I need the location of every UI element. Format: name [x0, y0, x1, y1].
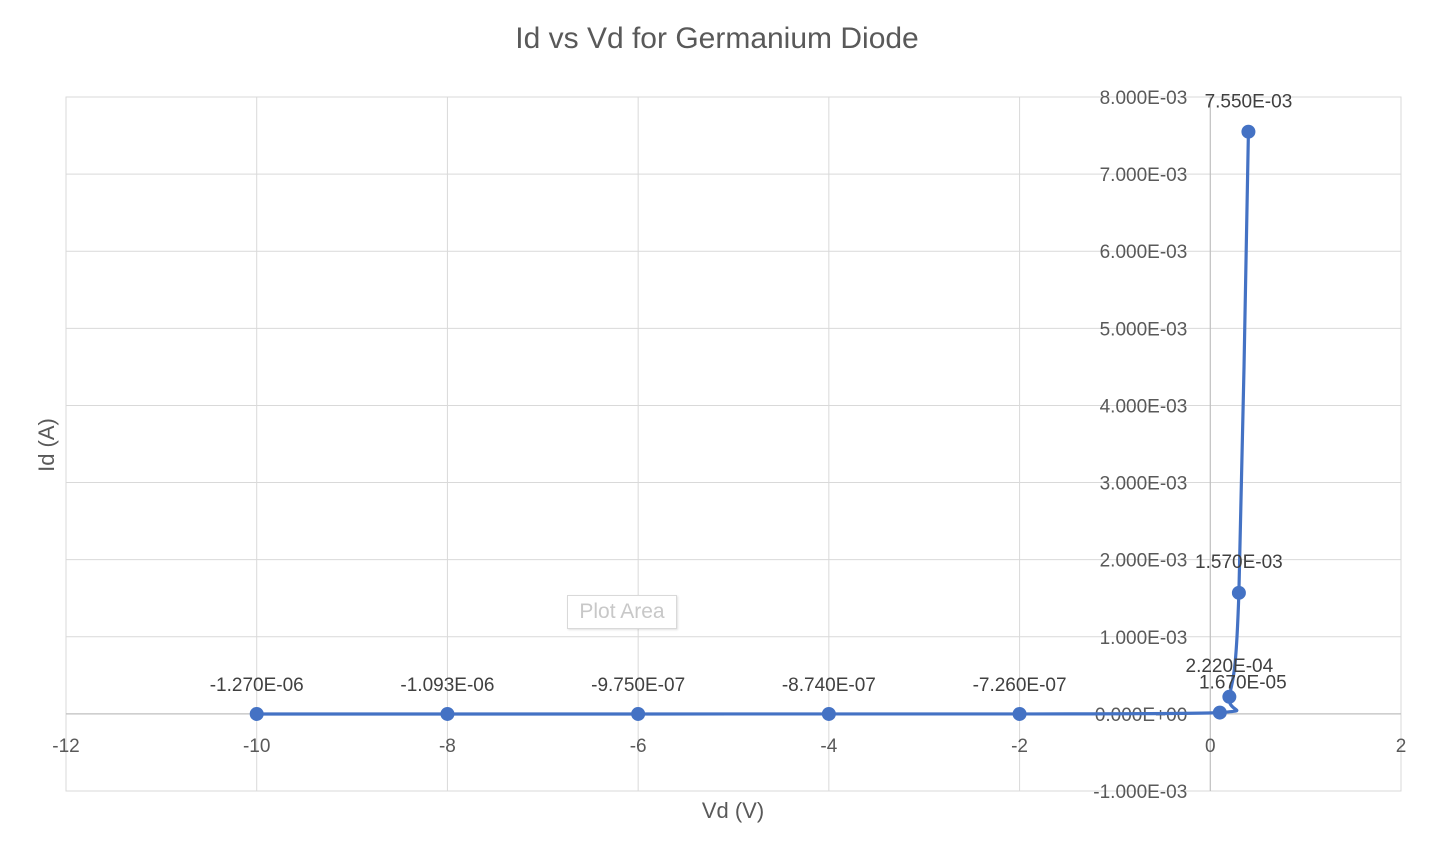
x-tick-label: -12	[52, 736, 79, 757]
data-point	[631, 706, 646, 721]
data-point	[249, 706, 264, 721]
x-axis-label: Vd (V)	[701, 798, 765, 823]
y-tick-label: -1.000E-03	[1093, 782, 1187, 803]
data-label: -1.270E-06	[210, 675, 304, 696]
data-label-layer: -1.270E-06 -1.093E-06 -9.750E-07 -8.740E-07…	[210, 92, 1293, 696]
y-tick-label: 6.000E-03	[1100, 242, 1188, 263]
grid-layer	[65, 96, 1402, 792]
y-tick-label: 0.000E+00	[1095, 705, 1187, 726]
y-tick-label: 2.000E-03	[1100, 551, 1188, 572]
data-point	[1222, 689, 1237, 704]
y-tick-label: 4.000E-03	[1100, 396, 1188, 417]
y-tick-label: 3.000E-03	[1100, 474, 1188, 495]
data-label: -1.093E-06	[400, 675, 494, 696]
x-tick-label: -10	[243, 736, 270, 757]
y-tick-label: 1.000E-03	[1100, 628, 1188, 649]
x-tick-label: -6	[630, 736, 647, 757]
series-layer	[249, 124, 1256, 721]
y-tick-label: 8.000E-03	[1100, 88, 1188, 109]
x-tick-label: 0	[1205, 736, 1216, 757]
series-line	[256, 131, 1251, 716]
data-label: 1.670E-05	[1199, 673, 1287, 694]
x-tick-label: 2	[1396, 736, 1407, 757]
data-label: 7.550E-03	[1205, 92, 1293, 113]
data-point	[440, 706, 455, 721]
y-tick-label: 5.000E-03	[1100, 319, 1188, 340]
y-tick-label: 7.000E-03	[1100, 165, 1188, 186]
data-point	[821, 706, 836, 721]
data-point	[1241, 124, 1256, 139]
plot-area-tag[interactable]: Plot Area	[567, 595, 677, 629]
chart-title: Id vs Vd for Germanium Diode	[515, 22, 919, 55]
data-point	[1012, 706, 1027, 721]
data-point	[1231, 585, 1246, 600]
data-label: -8.740E-07	[782, 675, 876, 696]
data-point	[1212, 705, 1227, 720]
data-label: -7.260E-07	[973, 675, 1067, 696]
y-axis-label: Id (A)	[34, 418, 59, 472]
x-tick-label: -8	[439, 736, 456, 757]
x-tick-label: -4	[820, 736, 837, 757]
data-label: 2.220E-04	[1186, 656, 1274, 677]
data-label: 1.570E-03	[1195, 552, 1283, 573]
data-label: -9.750E-07	[591, 675, 685, 696]
x-tick-label: -2	[1011, 736, 1028, 757]
